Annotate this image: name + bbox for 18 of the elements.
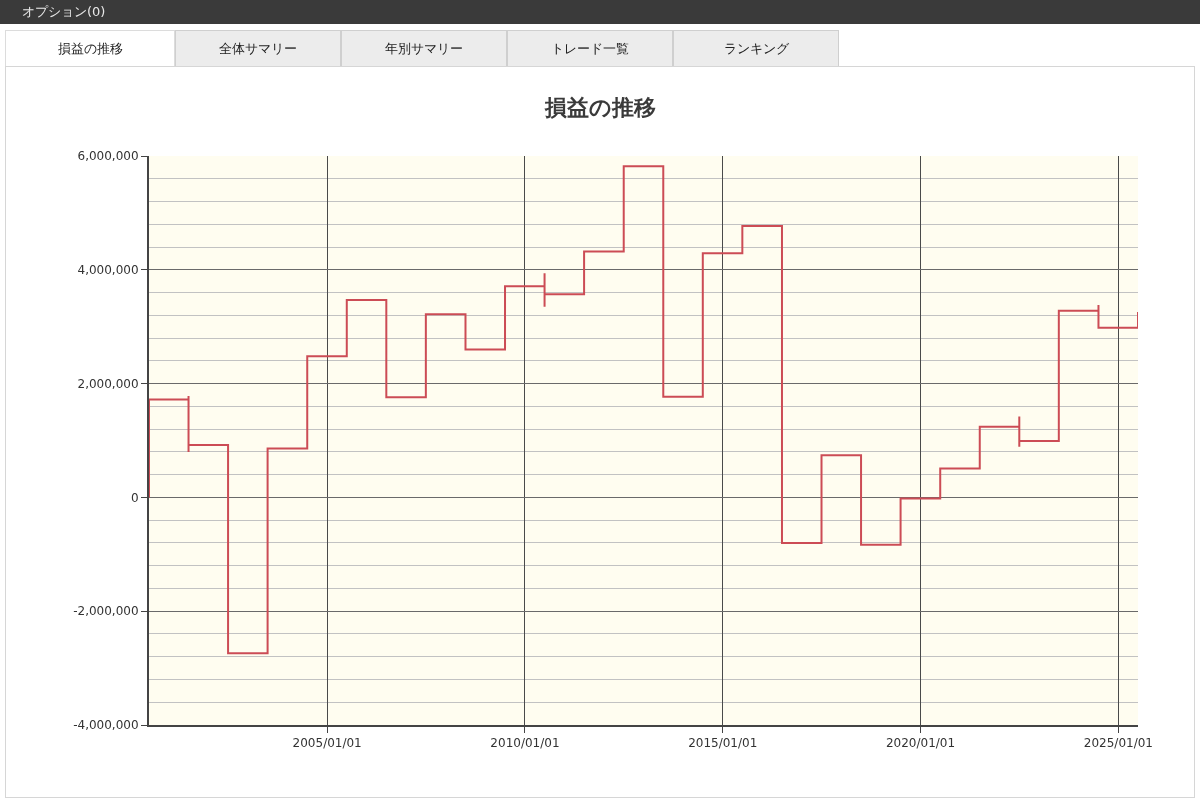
x-tick-label: 2025/01/01	[1083, 736, 1153, 751]
y-tick-label: 4,000,000	[77, 263, 139, 277]
x-tick-label: 2005/01/01	[292, 736, 362, 751]
x-tick-label: 2015/01/01	[688, 736, 758, 751]
tab: ランキング	[673, 30, 839, 66]
tab: 全体サマリー	[175, 30, 341, 66]
y-tick-label: 6,000,000	[77, 149, 139, 164]
tab: 年別サマリー	[341, 30, 507, 66]
tab: トレード一覧	[507, 30, 673, 66]
y-tick-label: 2,000,000	[77, 376, 139, 391]
x-tick-label: 2010/01/01	[490, 736, 560, 751]
chart-title: 損益の推移	[543, 94, 656, 120]
y-tick-label: -4,000,000	[73, 718, 139, 733]
x-tick-label: 2020/01/01	[885, 736, 956, 751]
title-bar: オプション(0)	[0, 0, 1200, 24]
tab: 損益の推移	[5, 30, 175, 66]
y-tick-label: 0	[130, 490, 139, 505]
y-tick-label: -2,000,000	[73, 604, 139, 619]
